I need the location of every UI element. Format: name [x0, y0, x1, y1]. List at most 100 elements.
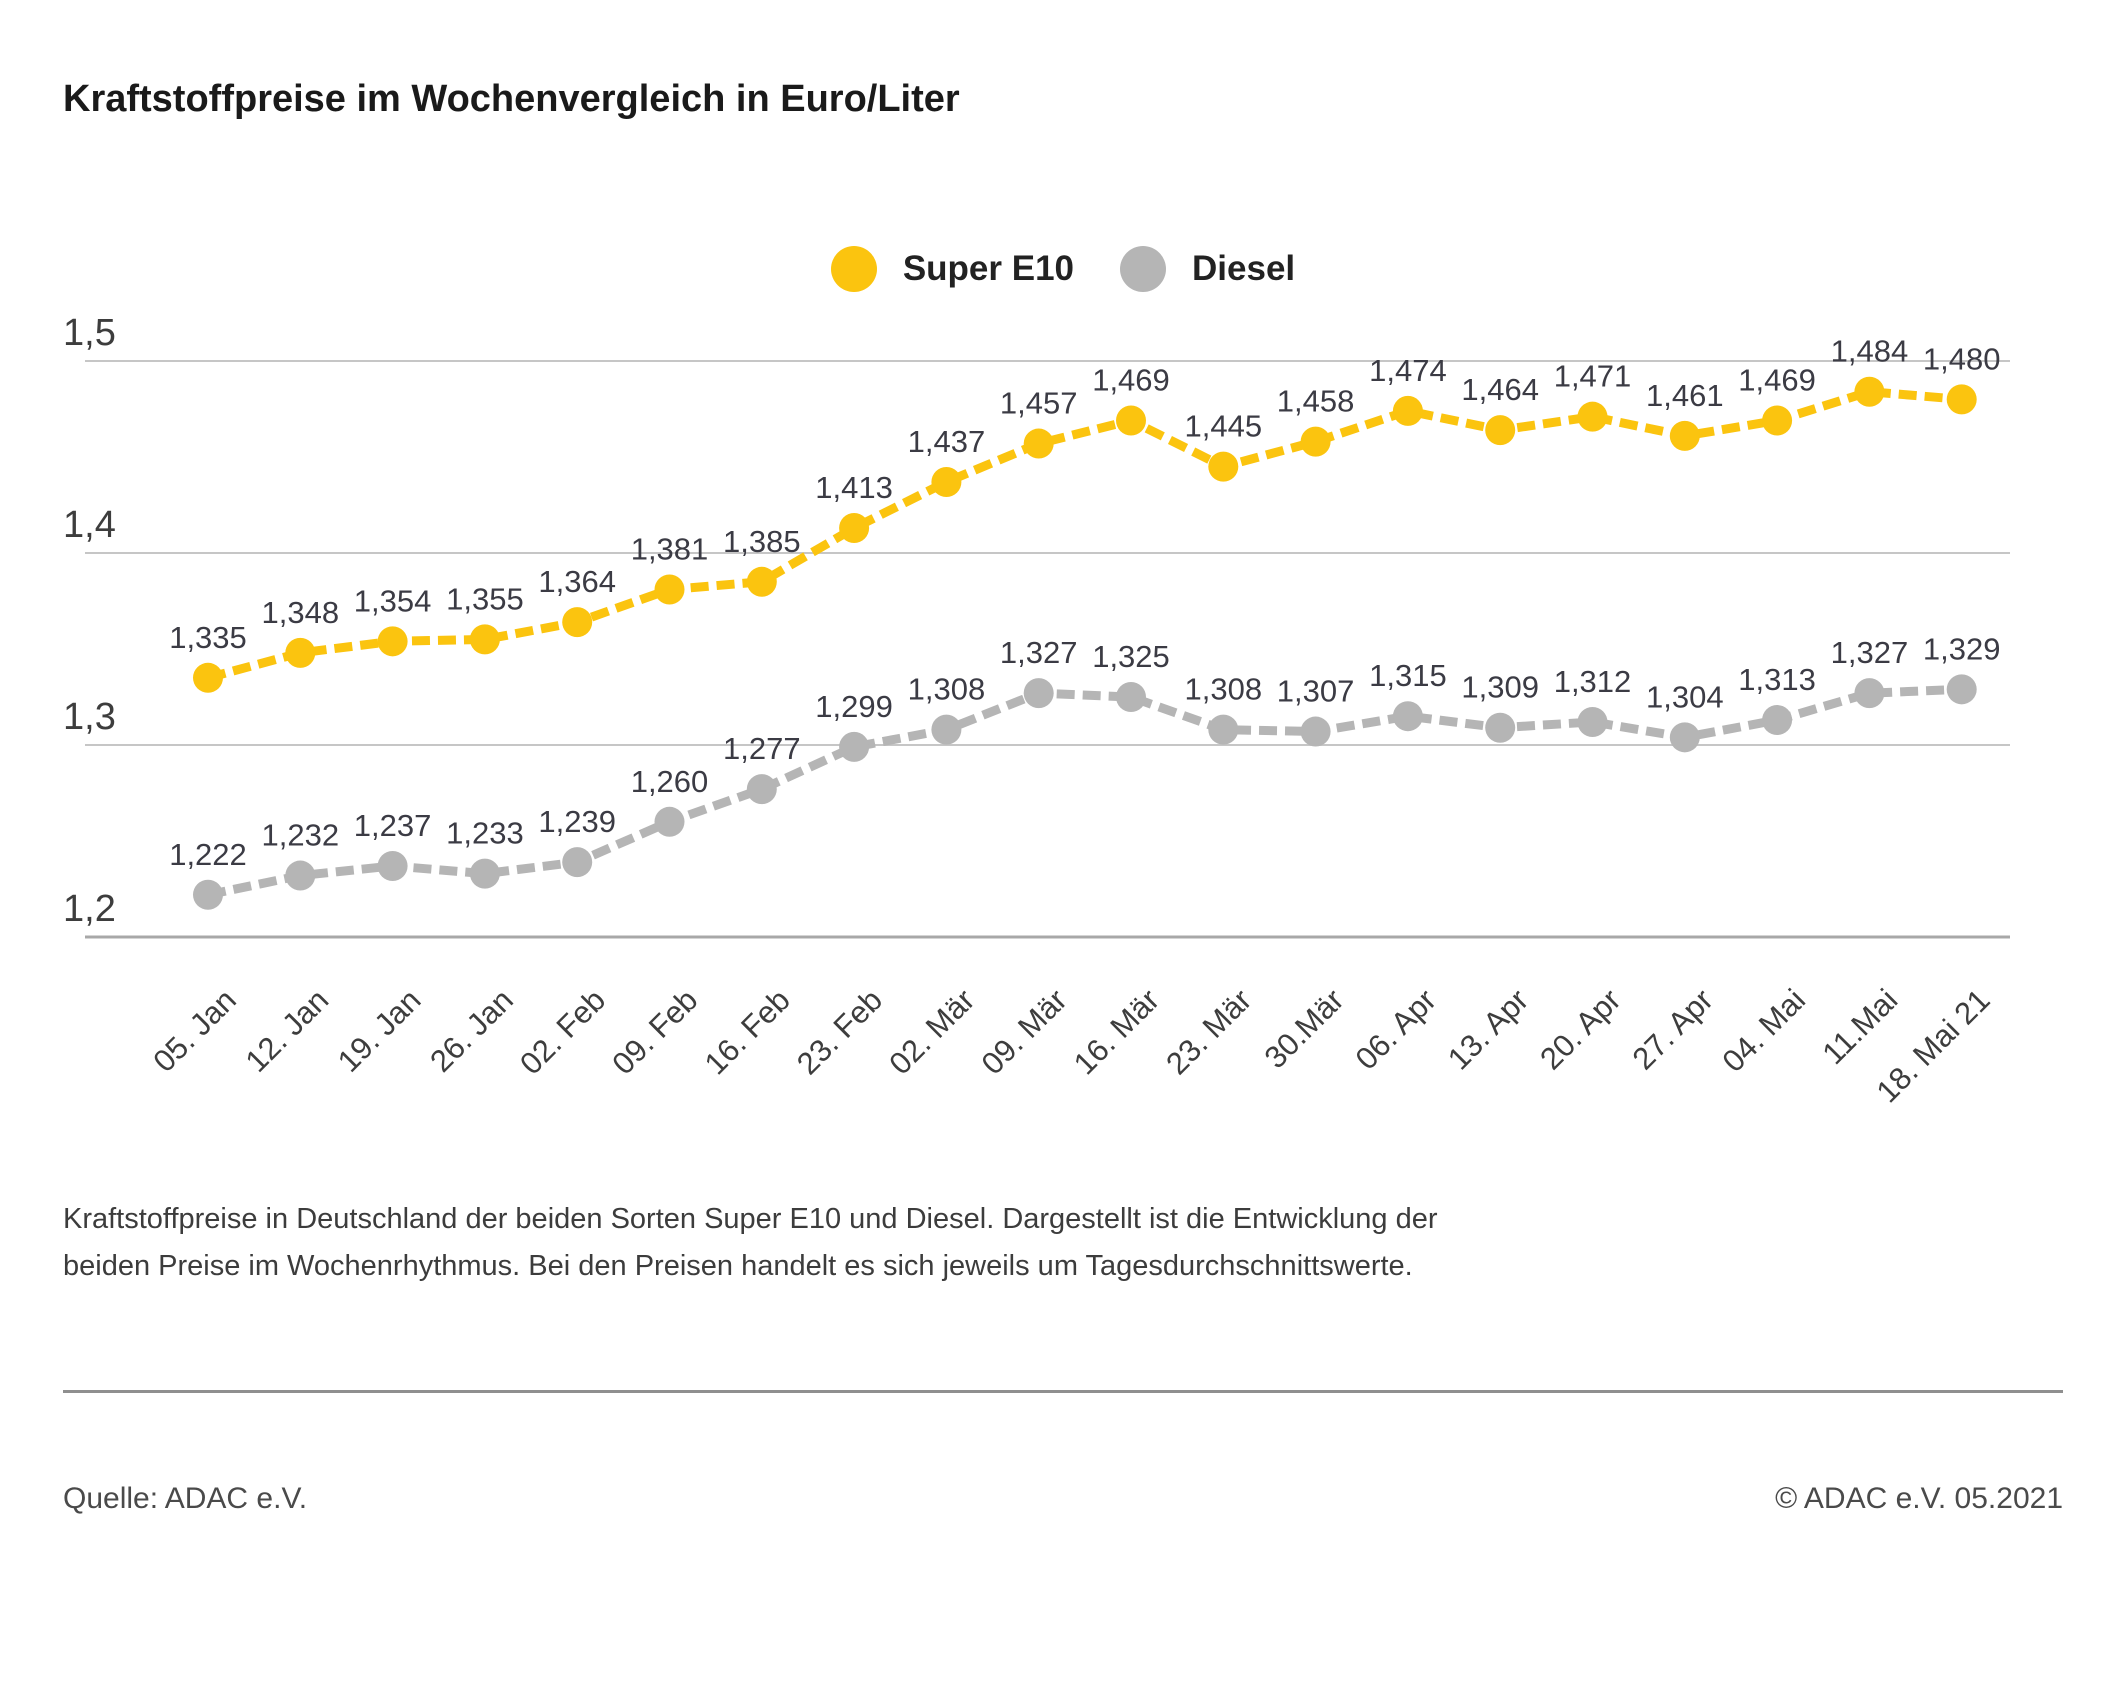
data-label: 1,239	[538, 804, 616, 839]
data-label: 1,299	[815, 689, 893, 724]
data-point	[562, 847, 593, 878]
data-label: 1,471	[1554, 359, 1632, 394]
legend: Super E10 Diesel	[0, 246, 2126, 292]
data-point	[654, 806, 685, 837]
x-tick-label: 16. Feb	[698, 982, 797, 1081]
chart-caption: Kraftstoffpreise in Deutschland der beid…	[63, 1203, 1438, 1282]
data-label: 1,385	[723, 524, 801, 559]
data-label: 1,237	[354, 808, 432, 843]
x-tick-label: 26. Jan	[423, 982, 520, 1079]
chart-title: Kraftstoffpreise im Wochenvergleich in E…	[63, 78, 960, 120]
data-label: 1,348	[262, 595, 340, 630]
data-point	[1577, 706, 1608, 737]
data-point	[1669, 722, 1700, 753]
data-point	[1300, 426, 1331, 457]
data-point	[931, 466, 962, 497]
data-point	[1300, 716, 1331, 747]
data-point	[1392, 701, 1423, 732]
copyright-text: © ADAC e.V. 05.2021	[1775, 1482, 2063, 1515]
x-tick-label: 27. Apr	[1626, 982, 1720, 1076]
legend-dot-icon	[830, 246, 877, 292]
x-tick-label: 05. Jan	[146, 982, 243, 1079]
x-tick-label: 23. Mär	[1159, 982, 1258, 1081]
data-label: 1,469	[1738, 363, 1816, 398]
footer-divider	[63, 1390, 2063, 1393]
x-tick-label: 02. Feb	[513, 982, 612, 1081]
data-label: 1,308	[908, 672, 986, 707]
x-tick-label: 04. Mai	[1715, 982, 1812, 1079]
data-point	[1023, 428, 1054, 459]
x-tick-label: 19. Jan	[331, 982, 428, 1079]
data-point	[1577, 401, 1608, 432]
data-label: 1,413	[815, 470, 893, 505]
y-tick-label: 1,4	[63, 504, 116, 546]
data-point	[469, 858, 500, 889]
data-label: 1,461	[1646, 378, 1724, 413]
data-label: 1,309	[1461, 670, 1539, 705]
data-point	[1208, 451, 1239, 482]
data-label: 1,313	[1738, 662, 1816, 697]
data-point	[1854, 376, 1885, 407]
legend-label: Super E10	[902, 249, 1075, 288]
data-label: 1,437	[908, 424, 986, 459]
data-label: 1,484	[1831, 334, 1909, 369]
data-label: 1,457	[1000, 386, 1078, 421]
data-point	[931, 714, 962, 745]
data-label: 1,307	[1277, 674, 1355, 709]
data-point	[285, 860, 316, 891]
data-label: 1,354	[354, 583, 432, 618]
data-point	[285, 637, 316, 668]
data-point	[839, 731, 870, 762]
data-label: 1,312	[1554, 664, 1632, 699]
data-label: 1,315	[1369, 658, 1447, 693]
x-tick-label: 20. Apr	[1533, 982, 1627, 1076]
legend-dot-icon	[1120, 246, 1167, 292]
x-tick-label: 16. Mär	[1067, 982, 1166, 1081]
data-point	[1485, 712, 1516, 743]
data-label: 1,304	[1646, 679, 1724, 714]
data-label: 1,327	[1000, 635, 1078, 670]
data-point	[839, 513, 870, 544]
data-label: 1,329	[1923, 631, 2001, 666]
x-tick-label: 09. Feb	[605, 982, 704, 1081]
data-point	[1485, 415, 1516, 446]
data-label: 1,327	[1831, 635, 1909, 670]
x-tick-label: 09. Mär	[975, 982, 1074, 1081]
y-tick-label: 1,3	[63, 696, 116, 738]
data-label: 1,233	[446, 816, 524, 851]
data-label: 1,308	[1185, 672, 1263, 707]
data-point	[193, 879, 223, 910]
data-point	[562, 607, 593, 638]
legend-item-super-e10: Super E10	[830, 246, 1075, 292]
data-label: 1,232	[262, 818, 340, 853]
data-label: 1,260	[631, 764, 709, 799]
data-label: 1,277	[723, 731, 801, 766]
data-point	[1946, 384, 1977, 415]
data-point	[1854, 678, 1885, 709]
x-tick-label: 13. Apr	[1441, 982, 1535, 1076]
data-point	[1669, 420, 1700, 451]
data-point	[746, 774, 777, 805]
data-point	[1762, 405, 1793, 436]
data-label: 1,222	[169, 837, 247, 872]
data-point	[469, 624, 500, 655]
y-tick-label: 1,5	[63, 312, 116, 354]
data-point	[654, 574, 685, 605]
data-point	[377, 626, 408, 657]
x-tick-label: 23. Feb	[790, 982, 889, 1081]
data-point	[193, 662, 223, 693]
data-label: 1,480	[1923, 341, 2001, 376]
data-point	[1116, 405, 1146, 436]
data-label: 1,469	[1092, 363, 1170, 398]
x-tick-label: 06. Apr	[1349, 982, 1443, 1076]
data-point	[746, 566, 777, 597]
data-point	[1762, 705, 1793, 736]
data-point	[1392, 395, 1423, 426]
x-tick-label: 30.Mär	[1258, 982, 1351, 1075]
data-label: 1,381	[631, 531, 709, 566]
data-label: 1,325	[1092, 639, 1170, 674]
data-label: 1,355	[446, 581, 524, 616]
data-label: 1,464	[1461, 372, 1539, 407]
series-line-super-e10	[206, 387, 1963, 683]
